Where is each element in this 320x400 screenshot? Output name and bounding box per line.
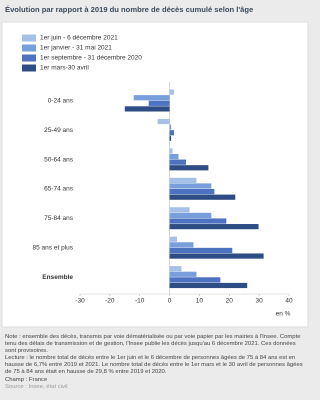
bar	[169, 159, 186, 165]
note: Lecture : le nombre total de décès entre…	[5, 355, 303, 376]
legend-label: 1er mars-30 avril	[40, 65, 89, 72]
y-tick-label: 75-84 ans	[44, 215, 74, 222]
bar	[169, 253, 264, 259]
x-tick-label: -30	[75, 298, 85, 305]
bar	[169, 277, 221, 283]
bar	[169, 124, 172, 130]
y-tick-label: 65-74 ans	[44, 186, 74, 193]
bar	[169, 165, 209, 171]
bar	[169, 89, 175, 95]
page: Évolution par rapport à 2019 du nombre d…	[1, 5, 309, 391]
bar	[169, 271, 197, 277]
bar	[169, 177, 197, 183]
notes: Note : ensemble des décès, transmis par …	[5, 334, 305, 391]
x-tick-label: 10	[196, 298, 204, 305]
bar	[133, 95, 170, 101]
chart: Évolution par rapport à 2019 du nombre d…	[1, 5, 309, 328]
note: Champ : France	[5, 376, 48, 383]
bar	[169, 194, 236, 200]
bar	[169, 242, 194, 248]
y-tick-label: 50-64 ans	[44, 156, 74, 163]
bar	[169, 207, 190, 213]
chart-title: Évolution par rapport à 2019 du nombre d…	[5, 5, 253, 14]
bar	[169, 247, 233, 254]
x-tick-label: 0	[168, 298, 172, 305]
legend-label: 1er juin - 6 décembre 2021	[40, 35, 118, 42]
x-axis-label: en %	[276, 311, 291, 318]
source: Source : Insee, état civil	[5, 383, 68, 390]
bar	[169, 189, 215, 195]
y-tick-label: Ensemble	[42, 274, 73, 281]
bar	[169, 183, 212, 189]
bar	[169, 153, 179, 160]
bar	[169, 218, 227, 224]
legend-swatch	[22, 34, 36, 42]
y-tick-label: 0-24 ans	[48, 97, 74, 104]
note: Note : ensemble des décès, transmis par …	[5, 334, 301, 355]
legend-swatch	[22, 64, 36, 72]
x-tick-label: 40	[285, 298, 293, 305]
bar	[169, 148, 173, 154]
legend-label: 1er septembre - 31 décembre 2020	[40, 55, 142, 62]
legend-swatch	[22, 44, 36, 52]
bar	[169, 266, 182, 272]
bar	[169, 236, 178, 242]
chart-panel	[1, 21, 309, 328]
bar	[148, 100, 170, 106]
bar	[169, 224, 259, 230]
legend-swatch	[22, 54, 36, 62]
x-tick-label: 20	[226, 298, 234, 305]
x-tick-label: -10	[135, 298, 145, 305]
bar	[124, 106, 170, 112]
bar	[169, 212, 212, 219]
x-tick-label: 30	[256, 298, 264, 305]
bar	[157, 118, 170, 125]
x-tick-label: -20	[105, 298, 115, 305]
legend-label: 1er janvier - 31 mai 2021	[40, 45, 112, 52]
bar	[169, 130, 175, 136]
y-tick-label: 85 ans et plus	[33, 245, 74, 252]
y-tick-label: 25-49 ans	[44, 127, 74, 134]
bar	[169, 282, 248, 289]
bar	[169, 135, 172, 141]
